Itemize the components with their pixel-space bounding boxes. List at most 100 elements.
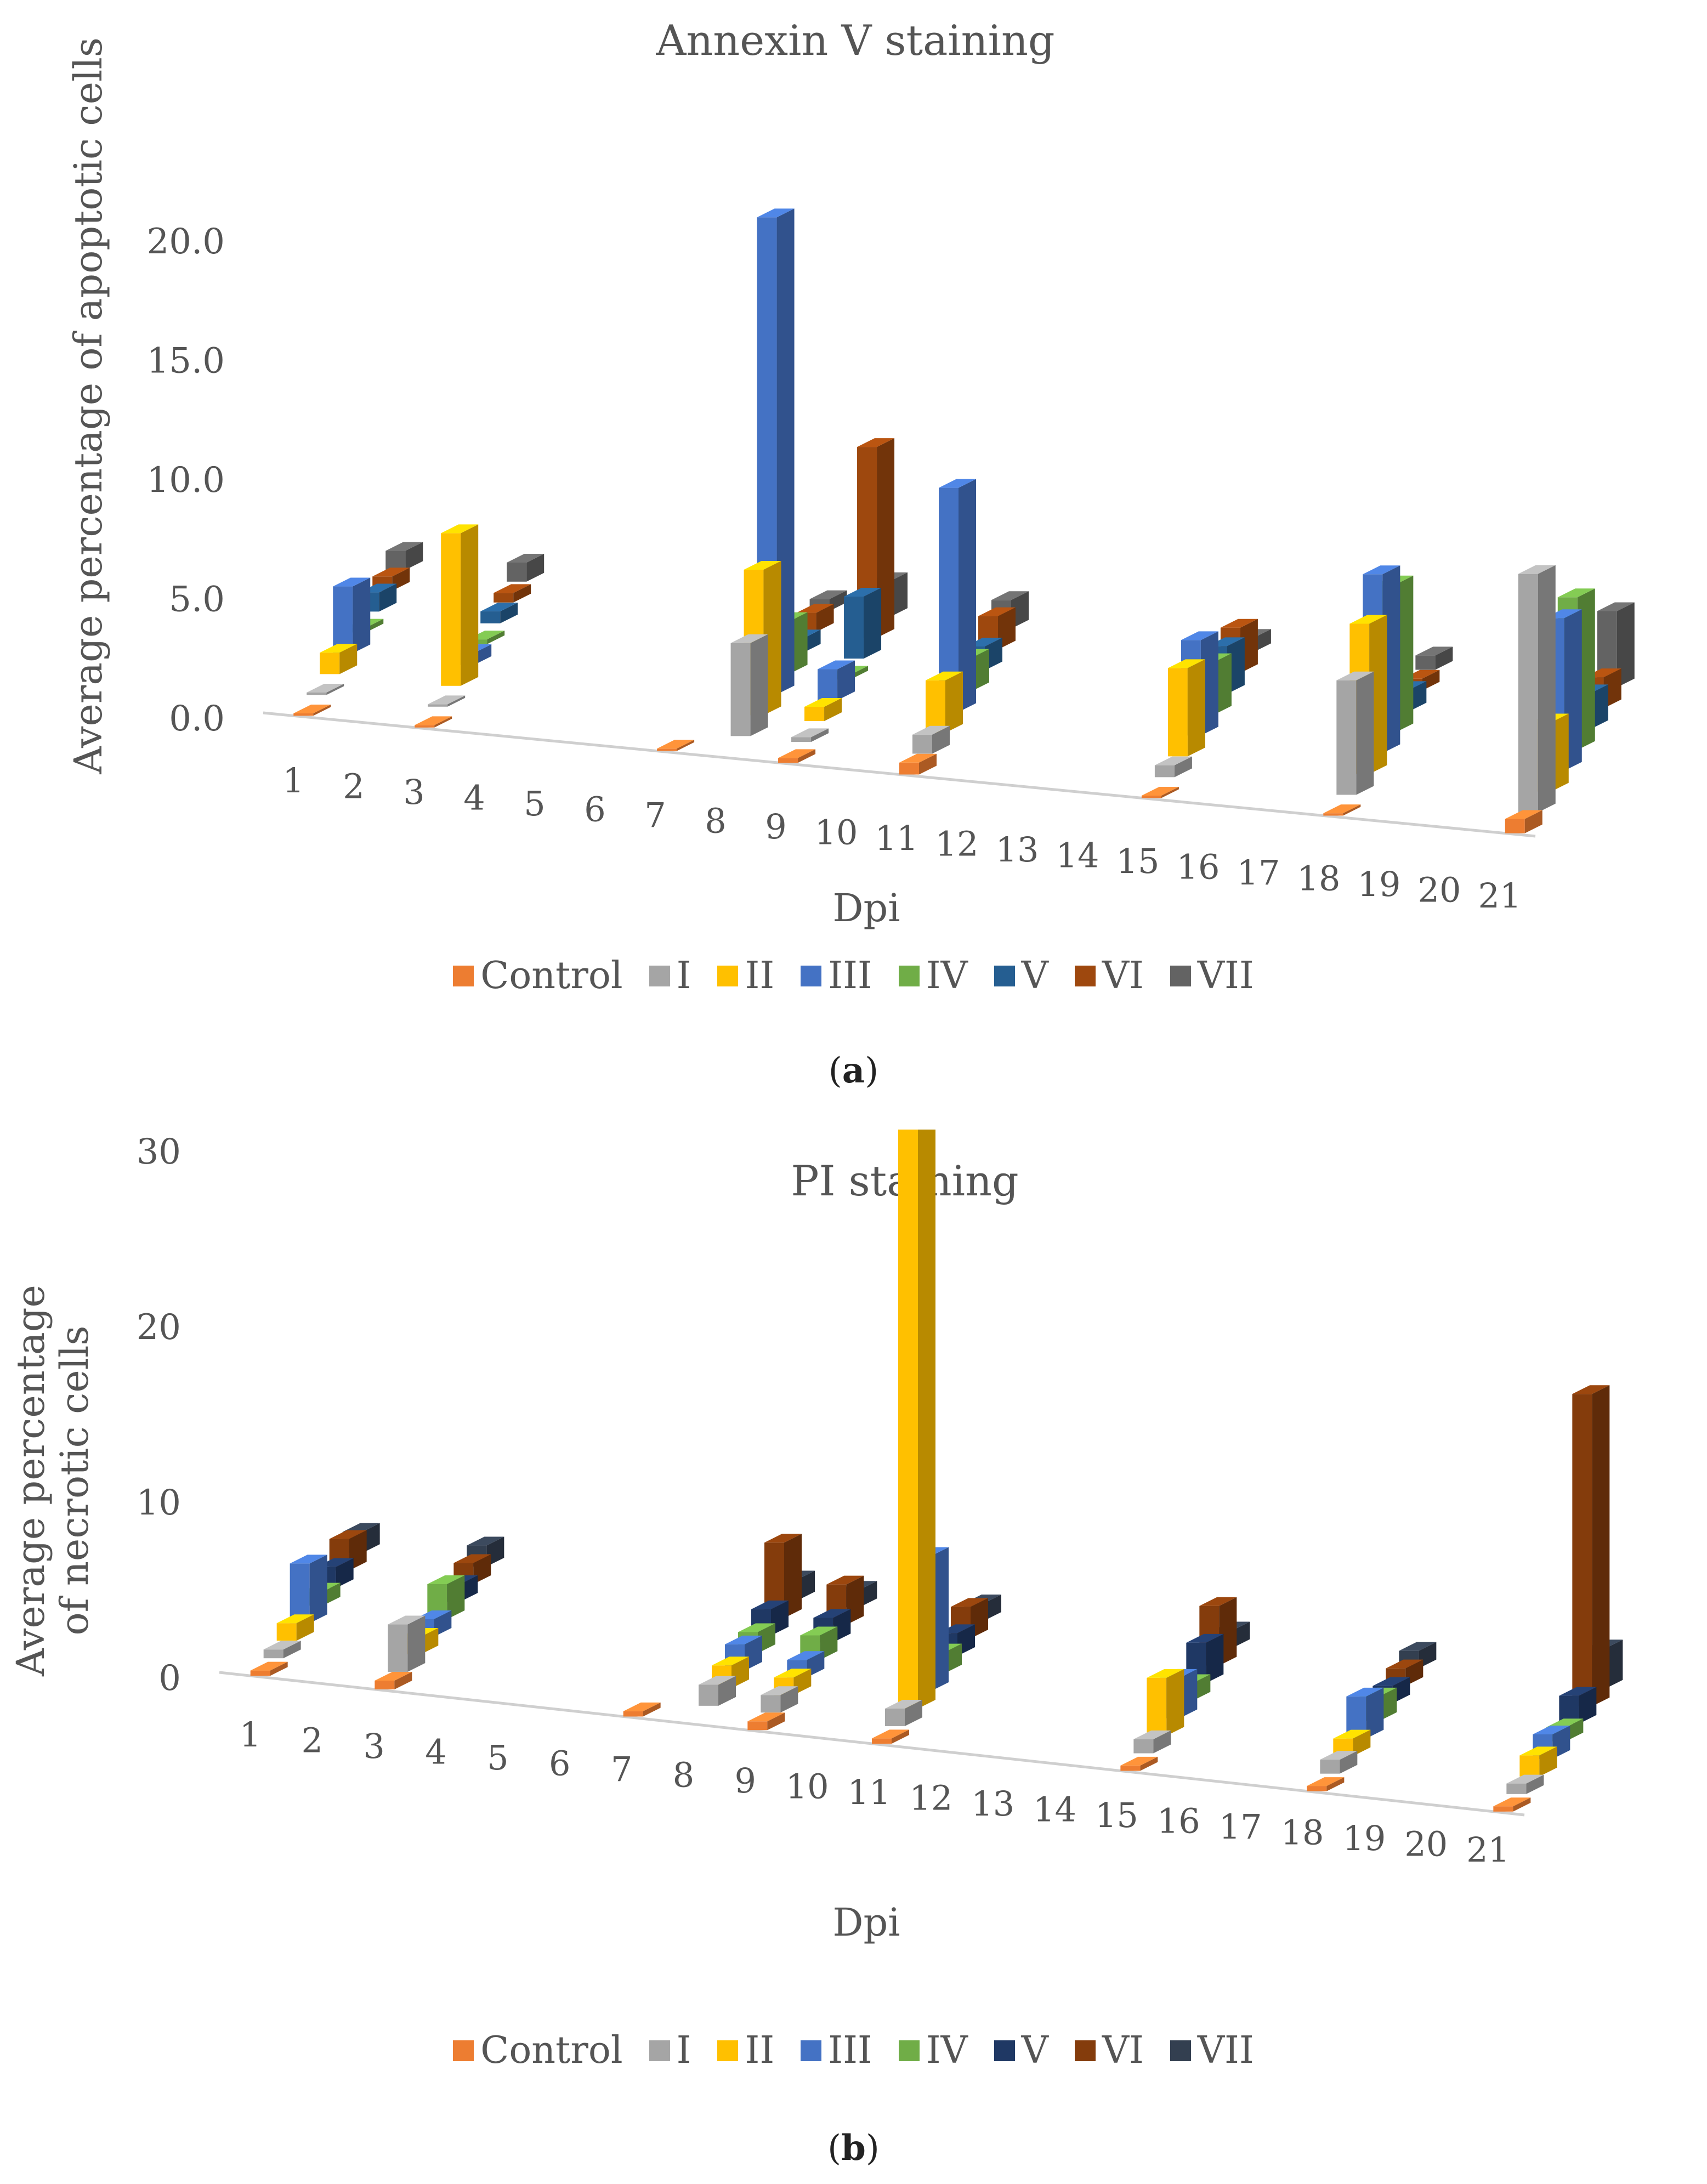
bar-iii-dpi-1 <box>333 577 371 654</box>
legend-label: I <box>676 954 691 997</box>
panel-a-letter: a <box>842 1050 865 1091</box>
bar-iii-dpi-1 <box>290 1555 327 1624</box>
bar-side <box>379 583 397 612</box>
y-tick-label: 0.0 <box>169 699 225 739</box>
bar-top <box>796 604 834 613</box>
bar-control-dpi-11 <box>899 753 937 775</box>
bar-front <box>250 1670 270 1676</box>
bar-top <box>1533 1726 1570 1735</box>
legend-label: VII <box>1197 954 1254 997</box>
x-tick-label: 8 <box>705 801 726 841</box>
bar-front <box>898 1130 918 1709</box>
bar-control-dpi-9 <box>778 749 816 763</box>
bar-front <box>1323 813 1343 816</box>
bar-side <box>447 1575 465 1619</box>
bar-top <box>250 1661 288 1671</box>
legend-swatch <box>1170 2040 1191 2061</box>
bar-side <box>643 1702 661 1717</box>
bar-top <box>774 1669 812 1678</box>
bar-control-dpi-18 <box>1307 1777 1345 1791</box>
bar-side <box>313 705 331 716</box>
bar-ii-dpi-15 <box>1167 659 1205 757</box>
bar-top <box>844 587 882 597</box>
bar-top <box>804 697 842 707</box>
bar-side <box>932 725 950 754</box>
bar-side <box>500 603 518 623</box>
bar-side <box>837 660 855 701</box>
bar-side <box>270 1661 288 1676</box>
legend-label: III <box>828 2029 872 2072</box>
legend-swatch <box>717 965 739 986</box>
bar-top <box>1141 787 1179 796</box>
bar-top <box>415 716 452 725</box>
y-tick-label: 10.0 <box>147 460 225 501</box>
bar-side <box>1513 1797 1531 1812</box>
bar-front <box>1147 1677 1167 1736</box>
bar-control-dpi-11 <box>872 1729 909 1744</box>
bar-control-dpi-3 <box>375 1671 412 1689</box>
legend-swatch <box>1074 965 1096 986</box>
x-tick-label: 7 <box>644 795 666 835</box>
bar-side <box>394 1671 412 1689</box>
bar-top <box>978 607 1016 616</box>
bar-i-dpi-21 <box>1506 1774 1544 1794</box>
legend-item-iii: III <box>801 954 872 997</box>
legend-item-i: I <box>649 2029 691 2072</box>
bar-top <box>1346 1687 1384 1697</box>
bar-control-dpi-15 <box>1141 787 1179 798</box>
bar-side <box>677 740 695 751</box>
bar-side <box>1579 1687 1597 1724</box>
bar-side <box>892 1729 909 1744</box>
legend-swatch <box>801 2040 822 2061</box>
bar-control-dpi-7 <box>657 740 695 751</box>
bar-side <box>824 697 842 722</box>
x-tick-label: 11 <box>848 1772 891 1812</box>
bar-front <box>1415 655 1436 670</box>
bar-ii-dpi-3 <box>441 524 479 686</box>
bar-front <box>818 669 838 701</box>
y-tick-label: 15.0 <box>147 341 225 382</box>
bar-side <box>353 577 371 654</box>
legend-label: V <box>1021 954 1048 997</box>
bar-front <box>290 1563 310 1624</box>
y-tick-label: 20.0 <box>147 222 225 262</box>
bar-top <box>1373 1677 1410 1686</box>
bar-control-dpi-18 <box>1323 804 1361 816</box>
legend-label: V <box>1021 2029 1048 2072</box>
bar-ii-dpi-11 <box>898 1130 935 1709</box>
y-tick-label: 20 <box>137 1307 181 1348</box>
bar-i-dpi-1 <box>263 1641 301 1659</box>
x-tick-label: 16 <box>1177 847 1220 887</box>
bar-side <box>780 1686 798 1713</box>
bar-front <box>415 725 435 728</box>
bar-side <box>1356 671 1374 795</box>
bar-top <box>747 1712 785 1722</box>
legend-swatch <box>649 965 670 986</box>
legend-label: VII <box>1197 2029 1254 2072</box>
bar-side <box>283 1641 301 1659</box>
bar-top <box>800 1626 838 1636</box>
x-tick-label: 21 <box>1478 876 1522 916</box>
bar-top <box>1597 602 1635 611</box>
x-tick-label: 19 <box>1358 864 1401 904</box>
legend-swatch <box>453 965 474 986</box>
bar-control-dpi-21 <box>1505 810 1542 833</box>
x-tick-label: 1 <box>240 1715 261 1755</box>
bar-side <box>447 695 466 707</box>
bar-i-dpi-8 <box>699 1676 736 1706</box>
bar-i-dpi-11 <box>885 1700 922 1726</box>
bar-front <box>1133 1739 1154 1754</box>
bar-front <box>307 693 327 695</box>
bar-top <box>757 208 795 218</box>
legend-swatch <box>801 965 822 986</box>
legend-swatch <box>1170 965 1191 986</box>
legend-label: III <box>828 954 872 997</box>
legend-item-iv: IV <box>898 954 968 997</box>
bar-top <box>1518 565 1556 574</box>
bar-top <box>1519 1746 1557 1756</box>
legend-swatch <box>994 965 1015 986</box>
x-tick-label: 5 <box>524 784 545 824</box>
bar-front <box>899 762 919 775</box>
bar-i-dpi-15 <box>1133 1730 1171 1754</box>
bar-side <box>918 1130 935 1709</box>
